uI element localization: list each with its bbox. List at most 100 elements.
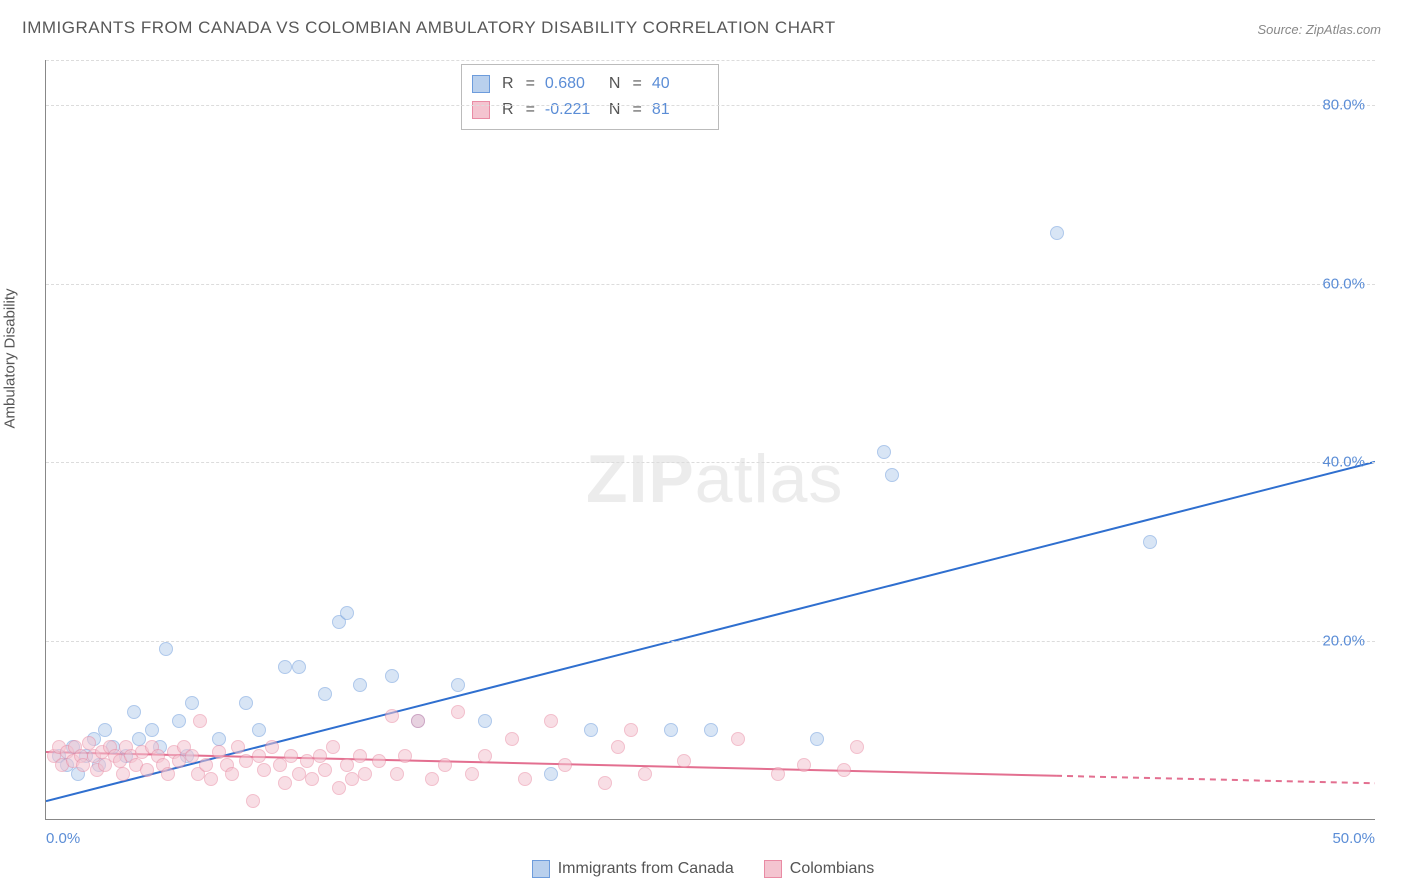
stats-eq4: = xyxy=(632,97,641,123)
scatter-point xyxy=(292,767,306,781)
scatter-point xyxy=(116,767,130,781)
scatter-point xyxy=(305,772,319,786)
scatter-point xyxy=(1050,226,1064,240)
scatter-point xyxy=(518,772,532,786)
legend-label-1: Immigrants from Canada xyxy=(558,860,734,878)
scatter-point xyxy=(340,606,354,620)
legend-item-1: Immigrants from Canada xyxy=(532,860,734,878)
source-label: Source: ZipAtlas.com xyxy=(1257,22,1381,37)
x-tick-50: 50.0% xyxy=(1332,830,1375,847)
scatter-point xyxy=(185,696,199,710)
scatter-point xyxy=(332,781,346,795)
scatter-point xyxy=(265,740,279,754)
scatter-point xyxy=(252,749,266,763)
scatter-point xyxy=(353,678,367,692)
scatter-point xyxy=(140,763,154,777)
chart-title: IMMIGRANTS FROM CANADA VS COLOMBIAN AMBU… xyxy=(22,18,836,38)
grid-line xyxy=(46,284,1375,285)
y-tick: 80.0% xyxy=(1322,96,1365,113)
scatter-point xyxy=(558,758,572,772)
scatter-point xyxy=(598,776,612,790)
scatter-point xyxy=(127,705,141,719)
scatter-point xyxy=(278,660,292,674)
scatter-point xyxy=(385,669,399,683)
scatter-point xyxy=(284,749,298,763)
x-tick-0: 0.0% xyxy=(46,830,80,847)
stats-eq2: = xyxy=(632,71,641,97)
scatter-point xyxy=(677,754,691,768)
stats-r-val-2: -0.221 xyxy=(545,97,597,123)
y-tick: 40.0% xyxy=(1322,454,1365,471)
grid-line xyxy=(46,105,1375,106)
scatter-point xyxy=(212,745,226,759)
y-axis-label: Ambulatory Disability xyxy=(2,288,19,428)
legend-swatch-1 xyxy=(532,860,550,878)
stats-n-val-1: 40 xyxy=(652,71,704,97)
scatter-point xyxy=(438,758,452,772)
stats-swatch-2 xyxy=(472,101,490,119)
scatter-point xyxy=(544,767,558,781)
scatter-point xyxy=(159,642,173,656)
scatter-point xyxy=(212,732,226,746)
scatter-point xyxy=(199,758,213,772)
scatter-point xyxy=(478,749,492,763)
scatter-point xyxy=(411,714,425,728)
scatter-point xyxy=(385,709,399,723)
scatter-point xyxy=(292,660,306,674)
scatter-point xyxy=(797,758,811,772)
scatter-point xyxy=(877,445,891,459)
legend-item-2: Colombians xyxy=(764,860,874,878)
stats-swatch-1 xyxy=(472,75,490,93)
grid-line xyxy=(46,641,1375,642)
scatter-point xyxy=(345,772,359,786)
scatter-point xyxy=(398,749,412,763)
scatter-point xyxy=(353,749,367,763)
scatter-point xyxy=(611,740,625,754)
scatter-point xyxy=(239,754,253,768)
scatter-point xyxy=(318,763,332,777)
scatter-point xyxy=(278,776,292,790)
scatter-point xyxy=(624,723,638,737)
stats-box: R = 0.680 N = 40 R = -0.221 N = 81 xyxy=(461,64,719,130)
scatter-point xyxy=(1143,535,1157,549)
stats-eq3: = xyxy=(526,97,535,123)
scatter-point xyxy=(771,767,785,781)
grid-line xyxy=(46,462,1375,463)
y-tick: 60.0% xyxy=(1322,275,1365,292)
watermark: ZIPatlas xyxy=(586,440,843,518)
scatter-point xyxy=(465,767,479,781)
scatter-point xyxy=(704,723,718,737)
scatter-point xyxy=(172,754,186,768)
scatter-point xyxy=(82,736,96,750)
watermark-atlas: atlas xyxy=(695,441,844,517)
scatter-point xyxy=(505,732,519,746)
stats-eq: = xyxy=(526,71,535,97)
scatter-point xyxy=(225,767,239,781)
scatter-point xyxy=(850,740,864,754)
scatter-point xyxy=(837,763,851,777)
scatter-point xyxy=(478,714,492,728)
scatter-point xyxy=(313,749,327,763)
stats-r-label2: R xyxy=(502,97,514,123)
scatter-point xyxy=(161,767,175,781)
stats-row-2: R = -0.221 N = 81 xyxy=(472,97,704,123)
scatter-point xyxy=(185,749,199,763)
scatter-point xyxy=(231,740,245,754)
scatter-point xyxy=(638,767,652,781)
bottom-legend: Immigrants from Canada Colombians xyxy=(0,860,1406,878)
scatter-point xyxy=(172,714,186,728)
scatter-point xyxy=(544,714,558,728)
scatter-point xyxy=(239,696,253,710)
stats-n-label2: N xyxy=(609,97,621,123)
plot-area: ZIPatlas R = 0.680 N = 40 R = -0.221 N =… xyxy=(45,60,1375,820)
scatter-point xyxy=(132,732,146,746)
scatter-point xyxy=(451,678,465,692)
scatter-point xyxy=(584,723,598,737)
scatter-point xyxy=(193,714,207,728)
watermark-zip: ZIP xyxy=(586,441,695,517)
scatter-point xyxy=(340,758,354,772)
scatter-point xyxy=(318,687,332,701)
scatter-point xyxy=(885,468,899,482)
scatter-point xyxy=(390,767,404,781)
stats-n-label: N xyxy=(609,71,621,97)
